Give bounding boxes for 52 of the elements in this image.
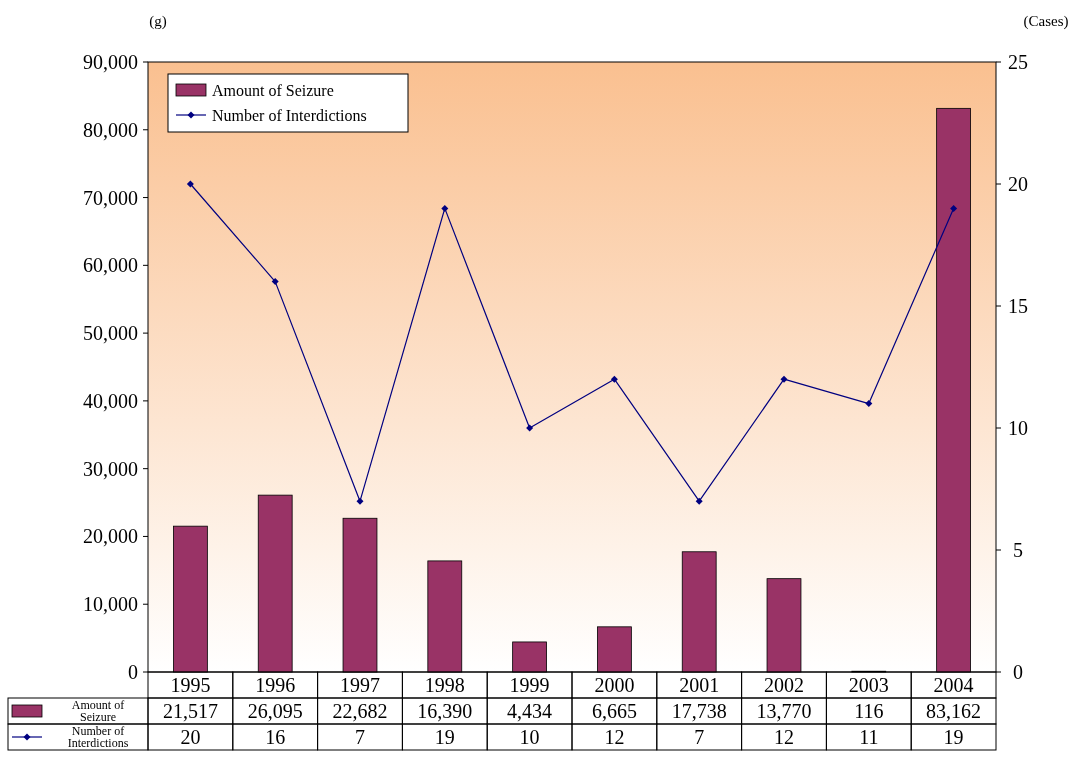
data-label: 83,162 (926, 700, 982, 722)
y-tick-label: 30,000 (83, 457, 138, 480)
data-label: 4,434 (507, 700, 553, 722)
y-tick-label: 70,000 (83, 186, 138, 209)
data-label: 19 (434, 726, 455, 748)
y-tick-label: 80,000 (83, 118, 138, 141)
y2-tick-label: 15 (1008, 295, 1028, 317)
x-tick-label: 1999 (509, 674, 550, 696)
data-label: 17,738 (671, 700, 727, 722)
y2-tick-label: 25 (1008, 51, 1028, 73)
x-tick-label: 1995 (170, 674, 211, 696)
data-label: 20 (180, 726, 201, 748)
data-label: 16 (265, 726, 286, 748)
x-tick-label: 2002 (764, 674, 804, 696)
legend-label: Amount of Seizure (212, 81, 334, 99)
y-tick-label: 20,000 (83, 525, 138, 548)
data-label: 11 (859, 726, 879, 748)
data-label: 19 (943, 726, 964, 748)
x-tick-label: 1998 (424, 674, 465, 696)
x-tick-label: 2000 (594, 674, 635, 696)
data-label: 10 (519, 726, 540, 748)
data-label: 16,390 (417, 700, 473, 722)
y-tick-label: 50,000 (83, 322, 138, 345)
data-label: 116 (854, 700, 884, 722)
y-tick-label: 40,000 (83, 389, 138, 412)
y-tick-label: 10,000 (83, 593, 138, 616)
data-label: 13,770 (756, 700, 812, 722)
data-label: 12 (774, 726, 794, 748)
x-tick-label: 1996 (255, 674, 296, 696)
legend-label: Number of Interdictions (212, 106, 367, 124)
y2-tick-label: 10 (1008, 417, 1028, 439)
y-tick-label: 60,000 (83, 254, 138, 277)
data-label: 7 (694, 726, 705, 748)
y2-axis-title: (Cases) (1023, 13, 1069, 30)
text: Amount of Seizure (71, 697, 125, 725)
data-label: 22,682 (332, 700, 388, 722)
y2-tick-label: 20 (1008, 173, 1028, 195)
y2-tick-label: 5 (1013, 539, 1023, 561)
x-tick-label: 2004 (933, 674, 974, 696)
text: Number of Interdictions (67, 723, 129, 751)
y-tick-label: 0 (128, 661, 138, 683)
y-axis-title: (g) (149, 13, 167, 30)
x-tick-label: 2001 (679, 674, 720, 696)
data-label: 7 (355, 726, 365, 748)
data-label: 21,517 (162, 700, 218, 722)
x-tick-label: 2003 (848, 674, 889, 696)
data-label: 26,095 (247, 700, 303, 722)
data-label: 12 (604, 726, 625, 748)
y2-tick-label: 0 (1013, 661, 1023, 683)
data-label: 6,665 (591, 700, 637, 722)
y-tick-label: 90,000 (83, 51, 138, 73)
x-tick-label: 1997 (340, 674, 380, 696)
